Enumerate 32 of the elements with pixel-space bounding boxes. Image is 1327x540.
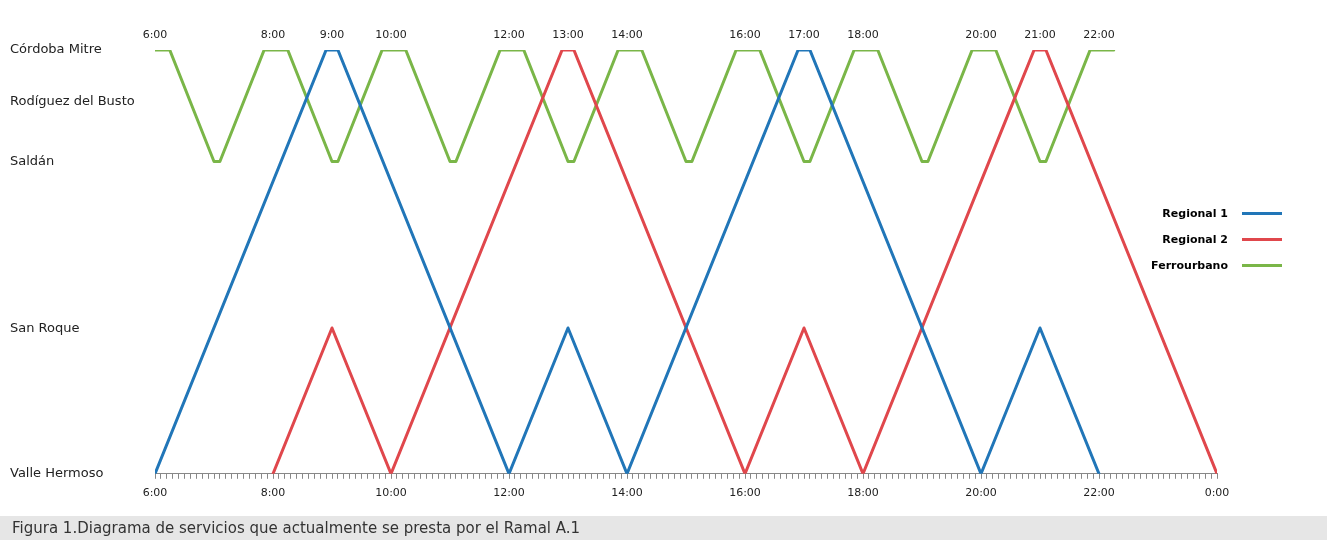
x-tick-label: 0:00: [1204, 486, 1230, 500]
text: Córdoba Mitre: [10, 41, 102, 57]
x-tick-label: 16:00: [729, 486, 761, 500]
legend-label: Regional 1: [1162, 206, 1228, 220]
x-tick-label: 14:00: [611, 486, 643, 500]
x-tick-label: 12:00: [493, 486, 525, 500]
annotation: 6:00: [142, 28, 168, 42]
text: Valle Hermoso: [10, 465, 104, 481]
annotation: 20:00: [965, 28, 997, 42]
x-tick-label: 6:00: [142, 486, 168, 500]
text: Rodíguez del Busto: [10, 93, 135, 109]
annotation: 13:00: [552, 28, 584, 42]
x-tick-label: 8:00: [260, 486, 286, 500]
x-tick-label: 22:00: [1083, 486, 1115, 500]
legend-label: Regional 2: [1162, 232, 1228, 246]
annotation: 8:00: [260, 28, 286, 42]
annotation: 14:00: [611, 28, 643, 42]
annotation: 17:00: [788, 28, 820, 42]
text: Saldán: [10, 152, 55, 168]
annotation: 12:00: [493, 28, 525, 42]
annotation: 21:00: [1024, 28, 1056, 42]
annotation: 10:00: [375, 28, 407, 42]
x-tick-label: 18:00: [847, 486, 879, 500]
x-tick-label: 20:00: [965, 486, 997, 500]
annotation: 18:00: [847, 28, 879, 42]
legend-label: Ferrourbano: [1151, 258, 1228, 272]
annotation: 9:00: [319, 28, 345, 42]
annotation: 22:00: [1083, 28, 1115, 42]
text: San Roque: [10, 319, 80, 335]
x-tick-label: 10:00: [375, 486, 407, 500]
text: Figura 1.Diagrama de servicios que actualmente se presta por el Ramal A.1: [0, 516, 1327, 540]
annotation: 16:00: [729, 28, 761, 42]
